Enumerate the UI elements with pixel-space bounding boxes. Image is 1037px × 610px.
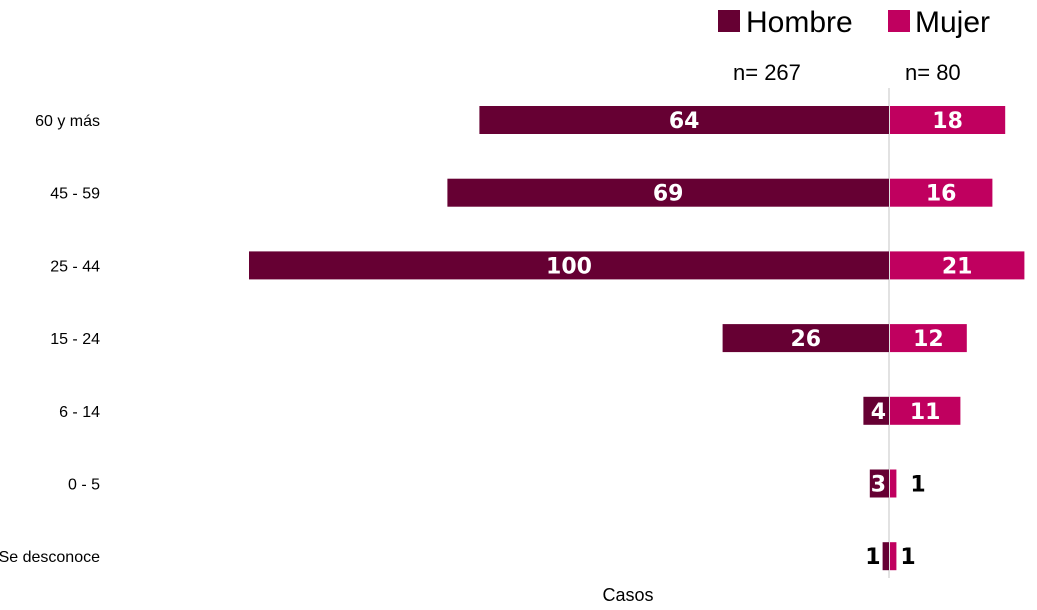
data-label-hombre: 26: [790, 327, 821, 352]
data-label-hombre: 3: [871, 473, 886, 498]
data-label-hombre: 69: [653, 182, 684, 207]
category-label: 45 - 59: [50, 186, 100, 203]
bar-hombre: [869, 469, 889, 498]
x-axis-title: Casos: [602, 585, 653, 605]
bar-mujer: [890, 324, 967, 353]
data-label-mujer: 1: [900, 545, 915, 570]
bar-hombre: [447, 178, 889, 207]
legend: Hombre Mujer: [718, 6, 990, 39]
bar-hombre: [722, 324, 889, 353]
legend-swatch-mujer: [888, 10, 910, 32]
bar-mujer: [890, 469, 897, 498]
bar-hombre: [479, 106, 889, 134]
data-label-hombre: 1: [865, 545, 880, 570]
category-label: 6 - 14: [59, 404, 100, 421]
bar-mujer: [890, 106, 1006, 134]
category-label: 25 - 44: [50, 258, 100, 275]
data-label-mujer: 18: [932, 109, 963, 134]
bar-hombre: [863, 396, 889, 425]
data-label-hombre: 64: [669, 109, 700, 134]
legend-swatch-hombre: [718, 10, 740, 32]
bar-mujer: [890, 542, 897, 571]
data-label-mujer: 1: [910, 473, 925, 498]
data-label-hombre: 100: [546, 254, 592, 279]
category-label: 15 - 24: [50, 331, 100, 348]
data-label-mujer: 12: [913, 327, 944, 352]
bar-hombre: [882, 542, 889, 571]
legend-label-hombre: Hombre: [746, 6, 853, 39]
data-label-mujer: 21: [942, 254, 973, 279]
category-label: Se desconoce: [0, 549, 100, 566]
category-label: 0 - 5: [68, 477, 100, 494]
data-label-mujer: 16: [926, 182, 957, 207]
n-label-hombre: n= 267: [733, 60, 801, 85]
category-label: 60 y más: [35, 113, 100, 130]
bar-hombre: [249, 251, 889, 280]
bar-mujer: [890, 396, 961, 425]
data-label-hombre: 4: [871, 400, 886, 425]
legend-label-mujer: Mujer: [915, 6, 990, 39]
n-label-mujer: n= 80: [905, 60, 961, 85]
bar-mujer: [890, 178, 993, 207]
data-label-mujer: 11: [910, 400, 941, 425]
category-labels: 60 y más 45 - 59 25 - 44 15 - 24 6 - 14 0 - 5…: [0, 113, 100, 566]
bar-mujer: [890, 251, 1025, 280]
